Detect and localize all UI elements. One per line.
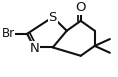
Text: S: S <box>49 11 57 24</box>
Text: N: N <box>29 42 39 55</box>
Text: O: O <box>76 1 86 14</box>
Text: Br: Br <box>1 27 15 40</box>
